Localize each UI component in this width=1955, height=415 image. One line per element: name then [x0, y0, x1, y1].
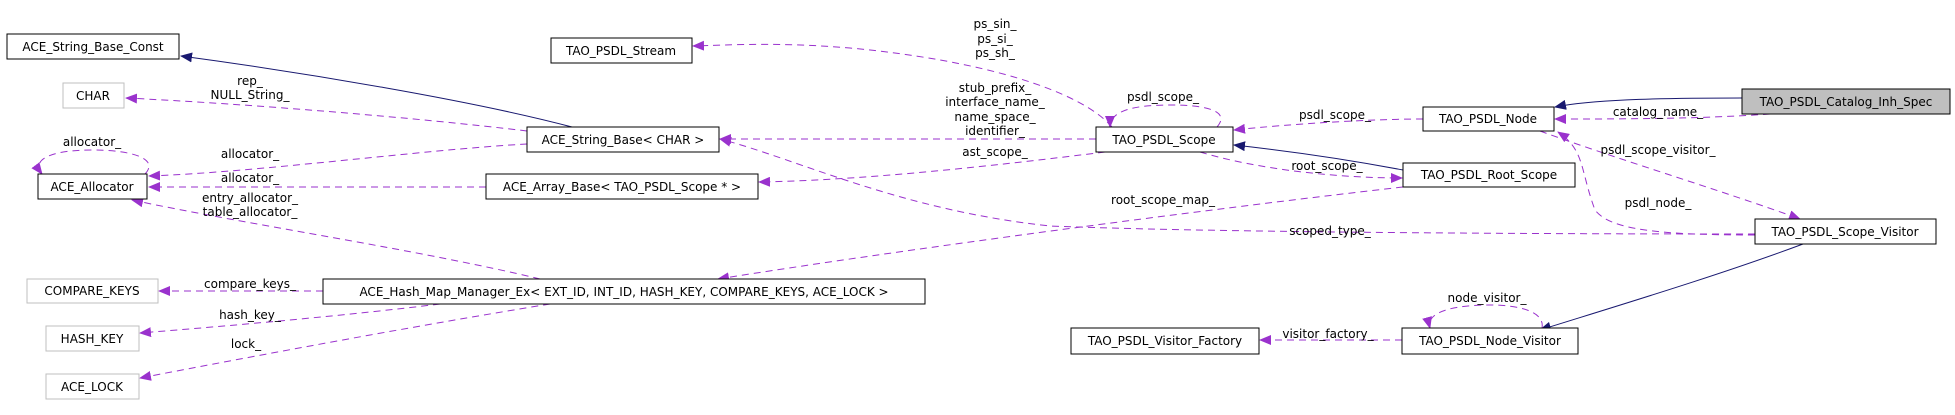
node-array-base[interactable]: ACE_Array_Base< TAO_PSDL_Scope * >	[485, 173, 759, 200]
edge-scope-node	[1233, 118, 1424, 134]
edge-node-scope-visitor	[1557, 131, 1756, 236]
edge-label: psdl_node_	[1625, 196, 1693, 210]
edge-scope-self	[1105, 104, 1222, 128]
edge-label: entry_allocator_	[202, 191, 299, 205]
node-label: TAO_PSDL_Scope_Visitor	[1770, 225, 1918, 239]
node-label: TAO_PSDL_Root_Scope	[1420, 168, 1557, 182]
edge-root-scope-inherits-scope	[1233, 141, 1404, 171]
node-label: TAO_PSDL_Stream	[565, 44, 676, 58]
node-compare-keys: COMPARE_KEYS	[26, 278, 159, 304]
node-scope-visitor[interactable]: TAO_PSDL_Scope_Visitor	[1754, 218, 1937, 245]
edge-label: compare_keys_	[204, 277, 297, 291]
edge-label: table_allocator_	[203, 205, 299, 219]
edge-label: psdl_scope_visitor_	[1600, 143, 1716, 157]
edge-label: name_space_	[954, 110, 1036, 124]
edge-label: allocator_	[221, 147, 280, 161]
edge-label: hash_key_	[219, 308, 282, 322]
node-label: TAO_PSDL_Scope	[1111, 133, 1215, 147]
edge-label: scoped_type_	[1289, 224, 1372, 238]
edge-allocator-string	[148, 143, 528, 181]
node-visitor-factory[interactable]: TAO_PSDL_Visitor_Factory	[1070, 327, 1260, 355]
edge-label: allocator_	[221, 171, 280, 185]
edge-label: allocator_	[63, 135, 122, 149]
edge-label: stub_prefix_	[959, 81, 1033, 95]
edge-scope-visitor-inherits-node-visitor	[1539, 243, 1804, 332]
edge-stream-scope	[692, 40, 1113, 128]
edge-allocator-hashmap	[131, 197, 541, 280]
node-ace-lock: ACE_LOCK	[45, 373, 140, 400]
edge-label: rep_	[237, 74, 264, 88]
edge-label: root_scope_	[1291, 159, 1363, 173]
node-hash-map[interactable]: ACE_Hash_Map_Manager_Ex< EXT_ID, INT_ID,…	[322, 278, 926, 305]
node-label: ACE_Array_Base< TAO_PSDL_Scope * >	[503, 180, 741, 194]
edge-label: ps_sh_	[975, 46, 1016, 60]
edge-label: node_visitor_	[1448, 291, 1528, 305]
edge-labels: rep_ NULL_String_ allocator_ allocator_ …	[63, 17, 1717, 351]
node-char: CHAR	[62, 82, 125, 109]
node-catalog-inh-spec: TAO_PSDL_Catalog_Inh_Spec	[1741, 88, 1951, 115]
edge-allocator-self	[31, 149, 150, 175]
edge-label: root_scope_map_	[1111, 193, 1216, 207]
node-label: TAO_PSDL_Node	[1438, 112, 1537, 126]
node-label: TAO_PSDL_Visitor_Factory	[1087, 334, 1242, 348]
edge-node-catalog	[1554, 113, 1771, 124]
node-label: ACE_String_Base< CHAR >	[542, 133, 705, 147]
edge-label: psdl_scope_	[1299, 108, 1372, 122]
node-label: COMPARE_KEYS	[44, 284, 139, 298]
node-hash-key: HASH_KEY	[45, 325, 140, 352]
edge-label: ps_sin_	[973, 17, 1017, 31]
edge-label: visitor_factory_	[1282, 327, 1374, 341]
edge-string-base-inherits-const	[180, 52, 573, 128]
node-psdl-scope[interactable]: TAO_PSDL_Scope	[1095, 126, 1234, 153]
edge-char-rep	[125, 93, 528, 132]
edge-label: ast_scope_	[962, 145, 1029, 159]
edge-label: catalog_name_	[1613, 105, 1704, 119]
edge-label: psdl_scope_	[1127, 90, 1200, 104]
node-label: TAO_PSDL_Node_Visitor	[1418, 334, 1561, 348]
node-root-scope[interactable]: TAO_PSDL_Root_Scope	[1402, 162, 1576, 188]
node-node-visitor[interactable]: TAO_PSDL_Node_Visitor	[1401, 327, 1579, 355]
node-string-base-const[interactable]: ACE_String_Base_Const	[6, 33, 180, 60]
edges	[31, 40, 1804, 381]
edge-root-scope-scope	[1199, 151, 1403, 183]
edge-ace-lock	[139, 303, 551, 381]
edge-hashmap-root-scope	[717, 186, 1404, 283]
node-psdl-node[interactable]: TAO_PSDL_Node	[1422, 106, 1555, 132]
node-string-base[interactable]: ACE_String_Base< CHAR >	[526, 126, 720, 153]
edge-hash-key	[139, 303, 441, 338]
node-psdl-stream[interactable]: TAO_PSDL_Stream	[550, 37, 693, 64]
edge-string-base-scope-visitor	[719, 136, 1756, 235]
edge-label: interface_name_	[945, 95, 1046, 109]
node-label: ACE_String_Base_Const	[22, 40, 164, 54]
edge-label: identifier_	[965, 124, 1026, 138]
edge-scope-visitor-node	[1539, 130, 1801, 220]
edge-array-scope	[758, 151, 1106, 187]
edge-label: lock_	[231, 337, 262, 351]
edge-label: NULL_String_	[211, 88, 291, 102]
edge-node-visitor-self	[1422, 304, 1543, 329]
node-allocator[interactable]: ACE_Allocator	[37, 173, 148, 200]
node-label: ACE_LOCK	[61, 380, 124, 394]
edge-label: ps_si_	[977, 32, 1013, 46]
node-label: ACE_Hash_Map_Manager_Ex< EXT_ID, INT_ID,…	[359, 285, 888, 299]
edge-catalog-inherits-node	[1554, 97, 1743, 110]
node-label: CHAR	[76, 89, 110, 103]
node-label: ACE_Allocator	[50, 180, 133, 194]
node-label: TAO_PSDL_Catalog_Inh_Spec	[1759, 95, 1933, 109]
node-label: HASH_KEY	[61, 332, 124, 346]
